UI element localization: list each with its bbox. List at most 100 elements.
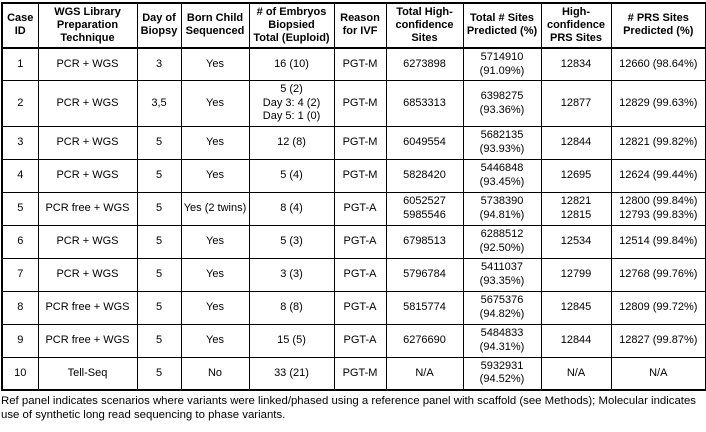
table-footnote: Ref panel indicates scenarios where vari… — [1, 395, 696, 422]
cell-hc-prs-sites: 12799 — [540, 257, 612, 292]
cell-total-hc-sites: 6273898 — [385, 47, 464, 82]
cell-prs-sites-predicted: 12660 (98.64%) — [610, 47, 706, 82]
cell-total-hc-sites: 6853313 — [385, 80, 464, 127]
cell-case-id: 3 — [1, 125, 39, 160]
cell-reason-for-ivf: PGT-M — [333, 80, 387, 127]
cell-day-of-biopsy: 3,5 — [136, 80, 182, 127]
cell-total-hc-sites: N/A — [385, 356, 464, 391]
table-row: 2 PCR + WGS 3,5 Yes 5 (2) Day 3: 4 (2) Day 5… — [1, 80, 706, 127]
col-header-born-child-sequenced: Born Child Sequenced — [180, 2, 250, 49]
cell-born-child-sequenced: Yes — [180, 257, 250, 292]
cell-total-sites-predicted: 5446848 (93.45%) — [462, 158, 542, 193]
cell-reason-for-ivf: PGT-A — [333, 224, 387, 259]
cell-embryos-biopsied: 16 (10) — [248, 47, 335, 82]
cell-embryos-biopsied: 8 (8) — [248, 290, 335, 325]
col-header-reason-for-ivf: Reason for IVF — [333, 2, 387, 49]
cell-born-child-sequenced: Yes — [180, 47, 250, 82]
cell-reason-for-ivf: PGT-M — [333, 356, 387, 391]
cell-case-id: 5 — [1, 191, 39, 226]
cell-hc-prs-sites: N/A — [540, 356, 612, 391]
cell-prs-sites-predicted: 12827 (99.87%) — [610, 323, 706, 358]
col-header-total-sites-predicted: Total # Sites Predicted (%) — [462, 2, 542, 49]
cell-born-child-sequenced: Yes — [180, 290, 250, 325]
cell-reason-for-ivf: PGT-A — [333, 290, 387, 325]
cell-embryos-biopsied: 12 (8) — [248, 125, 335, 160]
cell-total-sites-predicted: 5932931 (94.52%) — [462, 356, 542, 391]
cell-total-hc-sites: 5828420 — [385, 158, 464, 193]
cell-prs-sites-predicted: N/A — [610, 356, 706, 391]
cell-total-hc-sites: 6052527 5985546 — [385, 191, 464, 226]
cell-reason-for-ivf: PGT-M — [333, 47, 387, 82]
cell-prs-sites-predicted: 12809 (99.72%) — [610, 290, 706, 325]
cell-hc-prs-sites: 12695 — [540, 158, 612, 193]
table-row: 4 PCR + WGS 5 Yes 5 (4) PGT-M 5828420 5446848 (… — [1, 158, 706, 193]
cell-case-id: 2 — [1, 80, 39, 127]
cell-reason-for-ivf: PGT-A — [333, 257, 387, 292]
cell-day-of-biopsy: 5 — [136, 224, 182, 259]
cell-born-child-sequenced: Yes — [180, 158, 250, 193]
col-header-hc-prs-sites: High- confidence PRS Sites — [540, 2, 612, 49]
cell-reason-for-ivf: PGT-M — [333, 125, 387, 160]
cell-day-of-biopsy: 5 — [136, 191, 182, 226]
cell-total-sites-predicted: 6398275 (93.36%) — [462, 80, 542, 127]
cell-prs-sites-predicted: 12624 (99.44%) — [610, 158, 706, 193]
cell-born-child-sequenced: No — [180, 356, 250, 391]
cell-prs-sites-predicted: 12768 (99.76%) — [610, 257, 706, 292]
cell-technique: PCR + WGS — [37, 158, 138, 193]
cell-prs-sites-predicted: 12821 (99.82%) — [610, 125, 706, 160]
table-row: 6 PCR + WGS 5 Yes 5 (3) PGT-A 6798513 6288512 (… — [1, 224, 706, 259]
cell-technique: PCR + WGS — [37, 257, 138, 292]
cell-total-sites-predicted: 5675376 (94.82%) — [462, 290, 542, 325]
cell-embryos-biopsied: 5 (3) — [248, 224, 335, 259]
cell-hc-prs-sites: 12821 12815 — [540, 191, 612, 226]
cell-prs-sites-predicted: 12829 (99.63%) — [610, 80, 706, 127]
cell-technique: PCR + WGS — [37, 47, 138, 82]
cell-total-sites-predicted: 5714910 (91.09%) — [462, 47, 542, 82]
cell-prs-sites-predicted: 12800 (99.84%) 12793 (99.83%) — [610, 191, 706, 226]
cell-day-of-biopsy: 5 — [136, 290, 182, 325]
cell-day-of-biopsy: 5 — [136, 257, 182, 292]
table-row: 10 Tell-Seq 5 No 33 (21) PGT-M N/A 5932931 (94.… — [1, 356, 706, 391]
cell-total-sites-predicted: 5484833 (94.31%) — [462, 323, 542, 358]
cell-total-sites-predicted: 5682135 (93.93%) — [462, 125, 542, 160]
cell-hc-prs-sites: 12534 — [540, 224, 612, 259]
cell-embryos-biopsied: 5 (2) Day 3: 4 (2) Day 5: 1 (0) — [248, 80, 335, 127]
table-row: 3 PCR + WGS 5 Yes 12 (8) PGT-M 6049554 5682135 … — [1, 125, 706, 160]
table-row: 7 PCR + WGS 5 Yes 3 (3) PGT-A 5796784 5411037 (… — [1, 257, 706, 292]
cell-case-id: 7 — [1, 257, 39, 292]
header-row: Case ID WGS Library Preparation Techniqu… — [1, 2, 706, 49]
table-row: 9 PCR free + WGS 5 Yes 15 (5) PGT-A 6276690 548… — [1, 323, 706, 358]
cell-total-sites-predicted: 5738390 (94.81%) — [462, 191, 542, 226]
cell-technique: PCR free + WGS — [37, 323, 138, 358]
cell-total-hc-sites: 6798513 — [385, 224, 464, 259]
cell-case-id: 6 — [1, 224, 39, 259]
cell-born-child-sequenced: Yes — [180, 125, 250, 160]
cell-reason-for-ivf: PGT-M — [333, 158, 387, 193]
cell-hc-prs-sites: 12877 — [540, 80, 612, 127]
cell-technique: Tell-Seq — [37, 356, 138, 391]
cell-day-of-biopsy: 5 — [136, 356, 182, 391]
table-row: 8 PCR free + WGS 5 Yes 8 (8) PGT-A 5815774 5675… — [1, 290, 706, 325]
cell-hc-prs-sites: 12844 — [540, 125, 612, 160]
cell-total-hc-sites: 6049554 — [385, 125, 464, 160]
table-row: 1 PCR + WGS 3 Yes 16 (10) PGT-M 6273898 5714910… — [1, 47, 706, 82]
cell-total-sites-predicted: 6288512 (92.50%) — [462, 224, 542, 259]
table-body: 1 PCR + WGS 3 Yes 16 (10) PGT-M 6273898 5714910… — [1, 47, 706, 391]
cell-technique: PCR + WGS — [37, 224, 138, 259]
cell-embryos-biopsied: 8 (4) — [248, 191, 335, 226]
cell-technique: PCR free + WGS — [37, 191, 138, 226]
col-header-embryos-biopsied: # of Embryos Biopsied Total (Euploid) — [248, 2, 335, 49]
cell-technique: PCR + WGS — [37, 80, 138, 127]
cell-case-id: 10 — [1, 356, 39, 391]
cell-total-hc-sites: 5815774 — [385, 290, 464, 325]
col-header-technique: WGS Library Preparation Technique — [37, 2, 138, 49]
cell-embryos-biopsied: 33 (21) — [248, 356, 335, 391]
cell-day-of-biopsy: 5 — [136, 125, 182, 160]
cell-case-id: 9 — [1, 323, 39, 358]
cell-hc-prs-sites: 12834 — [540, 47, 612, 82]
cell-hc-prs-sites: 12845 — [540, 290, 612, 325]
prs-results-table: Case ID WGS Library Preparation Techniqu… — [1, 2, 706, 392]
cell-technique: PCR + WGS — [37, 125, 138, 160]
cell-embryos-biopsied: 5 (4) — [248, 158, 335, 193]
